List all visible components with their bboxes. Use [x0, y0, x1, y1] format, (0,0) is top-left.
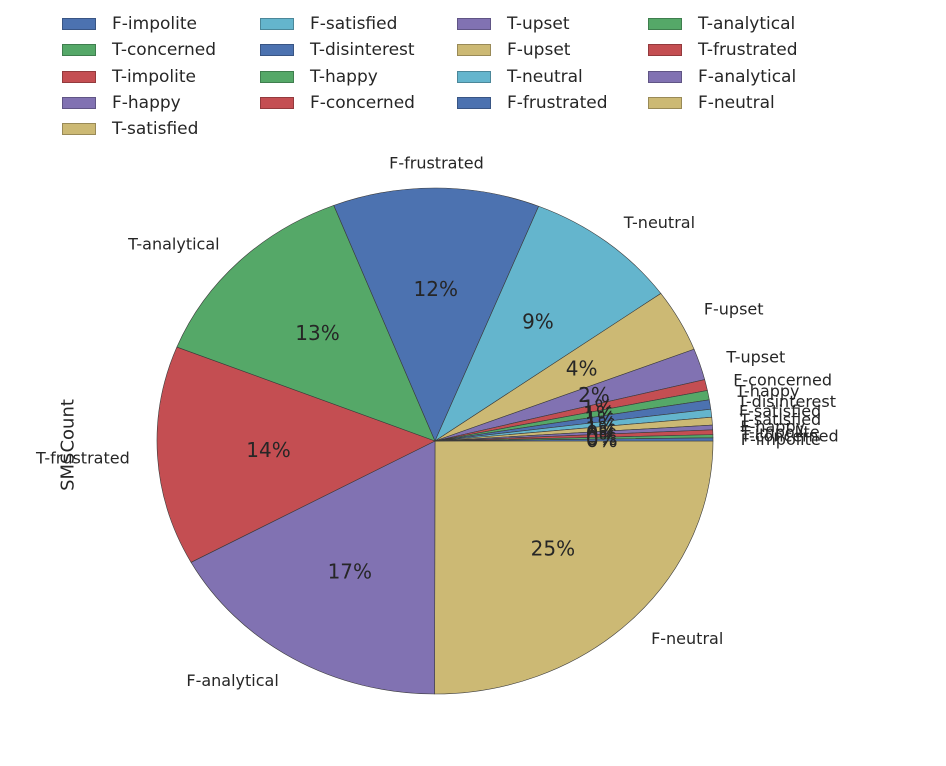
legend-swatch — [62, 44, 96, 57]
legend-swatch — [260, 44, 294, 57]
legend-label: T-happy — [310, 66, 378, 87]
legend-item: T-satisfied — [62, 117, 198, 141]
legend-label: F-concerned — [310, 92, 415, 113]
legend-item: T-upset — [457, 12, 570, 36]
legend-item: F-frustrated — [457, 91, 608, 115]
legend-label: F-impolite — [112, 14, 197, 34]
slice-label: F-concerned — [733, 370, 832, 389]
slice-percent-label: 9% — [522, 310, 554, 334]
slice-label: T-disinterest — [737, 392, 836, 411]
legend-item: F-upset — [457, 38, 570, 62]
legend-swatch — [260, 70, 294, 83]
legend-item: T-neutral — [457, 65, 583, 89]
pie-slice — [176, 204, 436, 442]
pie-slice — [434, 437, 714, 442]
legend-item: F-happy — [62, 91, 181, 115]
slice-percent-label: 4% — [566, 357, 598, 381]
slice-label: F-impolite — [741, 430, 821, 449]
legend-label: F-happy — [112, 92, 181, 113]
slice-percent-label: 0% — [586, 426, 618, 450]
slice-label: F-analytical — [186, 671, 278, 690]
legend-swatch — [457, 18, 491, 30]
slice-label: T-happy — [735, 382, 800, 401]
slice-percent-label: 14% — [246, 438, 290, 462]
legend-item: F-analytical — [648, 65, 796, 89]
slice-percent-label: 25% — [531, 536, 575, 560]
legend-label: T-frustrated — [698, 40, 798, 61]
legend-item: T-analytical — [648, 12, 795, 36]
chart-legend: F-impolite F-satisfied T-upset T-analytical… — [62, 12, 922, 140]
y-axis-label: SMSCount — [57, 399, 79, 491]
legend-label: T-impolite — [112, 66, 197, 87]
legend-label: T-concerned — [112, 40, 217, 61]
legend-swatch — [62, 18, 96, 30]
pie-slice — [434, 440, 714, 695]
legend-swatch — [62, 70, 96, 83]
legend-item: T-concerned — [62, 38, 216, 62]
legend-item: F-neutral — [648, 91, 775, 115]
legend-swatch — [457, 96, 491, 109]
slice-label: T-analytical — [127, 234, 220, 253]
slice-label: F-happy — [740, 417, 805, 436]
slice-label: T-concerned — [740, 427, 839, 446]
slice-label: T-neutral — [623, 213, 695, 232]
legend-swatch — [457, 70, 491, 83]
legend-swatch — [457, 44, 491, 57]
legend-item: F-impolite — [62, 12, 197, 36]
legend-label: T-neutral — [507, 66, 583, 87]
legend-label: F-upset — [507, 40, 571, 61]
legend-swatch — [62, 123, 96, 136]
slice-label: T-impolite — [740, 422, 820, 441]
legend-item: T-frustrated — [648, 38, 798, 62]
legend-swatch — [62, 96, 96, 109]
legend-swatch — [648, 70, 682, 83]
legend-swatch — [648, 44, 682, 57]
legend-label: T-upset — [507, 14, 570, 34]
slice-label: T-upset — [725, 348, 785, 367]
slice-label: F-upset — [704, 299, 764, 318]
legend-swatch — [648, 18, 682, 30]
slice-percent-label: 12% — [414, 277, 458, 301]
slice-label: T-frustrated — [35, 449, 130, 468]
legend-label: T-satisfied — [112, 119, 199, 140]
slice-label: F-frustrated — [389, 154, 484, 173]
legend-label: F-frustrated — [507, 92, 608, 113]
legend-label: F-analytical — [698, 66, 797, 87]
legend-label: F-satisfied — [310, 14, 398, 34]
legend-label: F-neutral — [698, 92, 775, 113]
legend-item: F-satisfied — [260, 12, 397, 36]
slice-percent-label: 13% — [295, 321, 339, 345]
legend-swatch — [648, 96, 682, 109]
slice-label: F-satisfied — [739, 401, 821, 420]
slice-percent-label: 17% — [328, 559, 372, 583]
legend-item: F-concerned — [260, 91, 415, 115]
pie-slice — [434, 205, 662, 442]
legend-item: T-happy — [260, 65, 378, 89]
pie-slice — [156, 346, 436, 563]
pie-slice — [190, 440, 436, 695]
legend-swatch — [260, 96, 294, 109]
slice-label: T-satisfied — [739, 410, 821, 429]
slice-label: F-neutral — [651, 629, 723, 648]
legend-item: T-disinterest — [260, 38, 415, 62]
legend-label: T-disinterest — [310, 40, 415, 61]
slice-percent-label: 0% — [586, 428, 618, 452]
pie-slice — [333, 187, 540, 442]
legend-item: T-impolite — [62, 65, 196, 89]
slice-percent-label: 0% — [586, 424, 618, 448]
legend-label: T-analytical — [698, 14, 796, 34]
legend-swatch — [260, 18, 294, 30]
